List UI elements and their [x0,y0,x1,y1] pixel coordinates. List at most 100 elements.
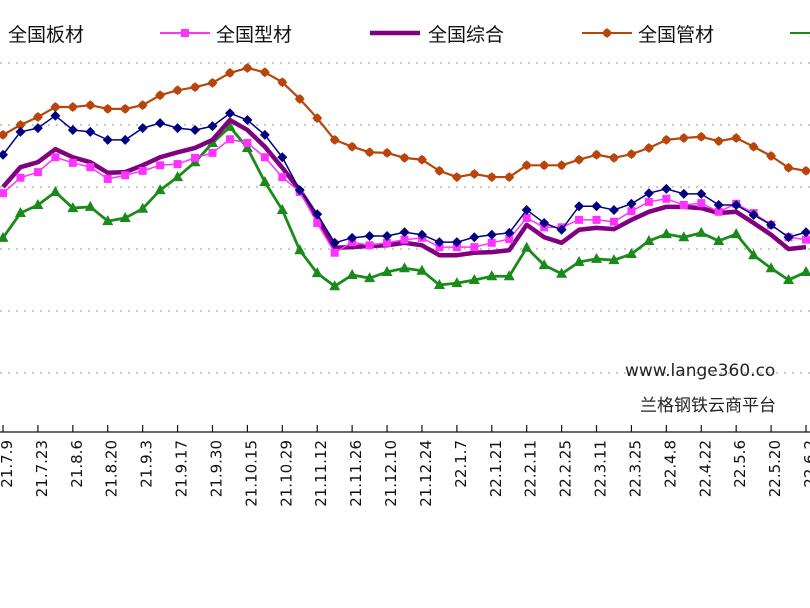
data-point [84,200,96,211]
data-point [154,184,166,195]
data-point [433,278,445,289]
legend-marker [181,29,189,37]
data-point [156,91,165,100]
data-point [626,198,637,209]
data-point [260,68,269,77]
x-tick-label: 21.8.20 [103,440,121,497]
data-point [346,269,358,280]
data-point [191,83,200,92]
data-point [120,134,131,145]
data-point [138,166,147,175]
data-point [67,124,78,135]
series-5 [0,120,810,291]
x-tick-label: 22.6.2 [801,440,810,488]
data-point [399,262,410,273]
data-point [609,217,618,226]
data-point [416,229,427,240]
x-tick-label: 22.3.11 [592,440,610,497]
data-point [383,148,392,157]
data-point [49,185,61,196]
x-tick-label: 21.10.29 [277,440,295,507]
data-point [33,168,42,177]
data-point [381,265,393,276]
data-point [121,171,130,180]
x-tick-label: 21.11.12 [312,440,330,507]
data-point [435,166,444,175]
x-tick-label: 22.1.21 [487,440,505,497]
data-point [714,207,723,216]
legend-item: 全国管材 [582,24,714,46]
data-point [190,124,201,135]
data-point [575,215,584,224]
data-point [678,231,690,242]
legend-label: 全国管材 [638,24,714,46]
data-point [51,153,60,162]
data-point [697,199,706,208]
x-tick-label: 21.11.26 [347,440,365,507]
data-point [556,224,567,235]
data-point [486,229,497,240]
data-point [660,228,672,239]
data-point [16,121,25,129]
series-group [0,62,810,291]
data-point [783,274,795,284]
data-point [730,228,742,239]
data-point [383,238,392,247]
data-point [679,134,688,143]
data-point [102,134,113,145]
data-point [417,155,426,164]
legend-item [790,32,810,37]
data-point [400,235,409,244]
data-point [643,234,655,245]
data-point [313,114,322,123]
data-point [557,161,566,170]
data-point [749,142,758,151]
data-point [329,280,341,291]
data-point [276,203,288,214]
data-point [538,259,550,270]
data-point [399,227,410,238]
data-point [278,78,287,87]
data-point [468,274,480,284]
x-tick-label: 21.7.23 [33,440,51,497]
data-point [330,248,339,257]
data-point [242,115,253,126]
data-point [191,153,200,162]
series-4 [0,62,810,183]
x-tick-label: 22.4.8 [661,440,679,488]
data-point [0,189,7,198]
data-point [608,204,619,215]
data-point [802,235,810,244]
data-point [800,265,810,276]
legend-label: 全国板材 [8,24,84,46]
data-point [522,214,531,222]
data-point [32,123,43,134]
data-point [330,135,339,144]
data-point [609,153,618,162]
data-point [644,197,653,206]
data-point [767,152,776,160]
data-point [224,108,235,119]
data-point [540,161,549,170]
data-point [470,243,479,252]
data-point [748,249,760,260]
data-point [451,237,462,248]
legend-item: 全国板材 [8,24,84,46]
data-point [224,120,236,131]
data-point [259,129,270,140]
data-point [662,135,671,144]
data-point [278,173,287,182]
data-point [225,135,234,144]
data-point [294,244,306,255]
data-point [434,237,445,248]
x-tick-label: 21.8.6 [68,440,86,488]
x-tick-label: 21.9.3 [138,440,156,488]
data-point [625,247,637,258]
data-point [32,198,44,209]
data-point [783,232,794,243]
data-point [50,110,61,121]
data-point [85,126,96,137]
data-point [277,152,288,163]
data-point [312,209,323,220]
data-point [365,241,374,250]
